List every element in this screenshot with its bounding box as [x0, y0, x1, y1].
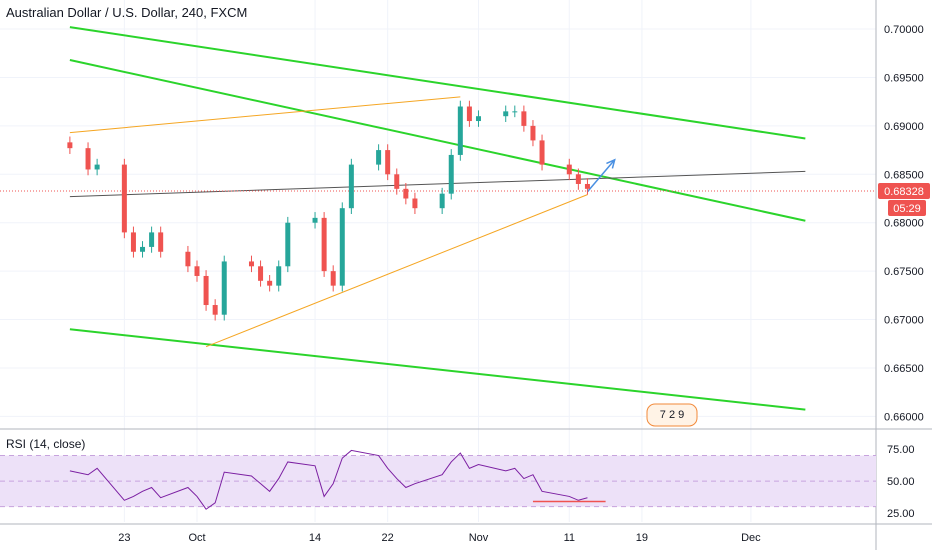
candle-body [412, 198, 418, 209]
candle-body [221, 261, 227, 315]
countdown-label: 05:29 [893, 203, 921, 215]
last-price-tag [878, 182, 930, 199]
candle-body [584, 183, 590, 189]
candle-body [203, 275, 209, 306]
price-tick-label: 0.68000 [884, 218, 924, 230]
price-tick-label: 0.70000 [884, 24, 924, 36]
channel-line [69, 26, 806, 140]
price-tick-label: 0.67000 [884, 315, 924, 327]
time-tick-label: 22 [382, 532, 394, 544]
countdown-tag [888, 199, 926, 216]
rsi-title: RSI (14, close) [6, 437, 86, 451]
candle-body [403, 188, 409, 199]
watermark-badge [646, 403, 698, 427]
channel-line [69, 59, 806, 222]
price-tick-label: 0.66500 [884, 363, 924, 375]
candle-body [512, 111, 518, 113]
rsi-tick-label: 50.00 [887, 476, 915, 488]
watermark-label: 7 2 9 [660, 409, 684, 421]
price-tick-label: 0.69000 [884, 121, 924, 133]
channel-line [69, 328, 806, 411]
candle-body [394, 174, 400, 189]
time-tick-label: 11 [564, 532, 575, 544]
candle-body [339, 208, 345, 286]
candle-body [503, 111, 509, 117]
candle-body [312, 217, 318, 223]
trend-line [205, 194, 588, 348]
price-tick-label: 0.66000 [884, 411, 924, 423]
candle-body [475, 116, 481, 122]
candle-body [321, 217, 327, 272]
candle-body [94, 164, 100, 170]
candle-body [530, 125, 536, 141]
time-tick-label: 23 [118, 532, 130, 544]
candle-body [457, 106, 463, 155]
candle-body [140, 246, 146, 252]
trend-line [69, 170, 806, 198]
candle-body [566, 164, 572, 175]
time-tick-label: Dec [741, 532, 761, 544]
candle-body [448, 154, 454, 194]
candle-body [521, 111, 527, 126]
candle-body [85, 148, 91, 170]
candle-body [285, 222, 291, 267]
time-tick-label: Nov [469, 532, 489, 544]
candle-body [258, 266, 264, 281]
price-tick-label: 0.67500 [884, 266, 924, 278]
candle-body [267, 280, 273, 286]
price-tick-label: 0.68500 [884, 169, 924, 181]
time-tick-label: 14 [309, 532, 321, 544]
candle-body [130, 232, 136, 252]
rsi-band [0, 455, 876, 507]
last-price-label: 0.68328 [884, 186, 924, 198]
candle-body [276, 266, 282, 286]
candle-body [185, 251, 191, 267]
candle-body [385, 150, 391, 175]
candle-body [575, 174, 581, 184]
candle-body [348, 164, 354, 209]
candle-body [439, 193, 445, 209]
price-tick-label: 0.69500 [884, 72, 924, 84]
time-tick-label: 19 [636, 532, 648, 544]
projection-arrow-head [606, 158, 616, 169]
candle-body [376, 150, 382, 165]
time-tick-label: Oct [188, 532, 205, 544]
trend-line [69, 96, 461, 134]
rsi-tick-label: 25.00 [887, 508, 915, 520]
candle-body [158, 232, 164, 252]
projection-arrow-line [586, 159, 616, 193]
candle-body [466, 106, 472, 122]
candle-body [539, 140, 545, 165]
candle-body [67, 142, 73, 149]
rsi-line [69, 449, 588, 510]
candle-body [212, 305, 218, 315]
candle-body [248, 261, 254, 267]
rsi-tick-label: 75.00 [887, 444, 915, 456]
symbol-title: Australian Dollar / U.S. Dollar, 240, FX… [6, 5, 248, 20]
candle-body [149, 232, 155, 247]
candle-body [194, 266, 200, 276]
candle-body [330, 271, 336, 286]
candle-body [121, 164, 127, 233]
